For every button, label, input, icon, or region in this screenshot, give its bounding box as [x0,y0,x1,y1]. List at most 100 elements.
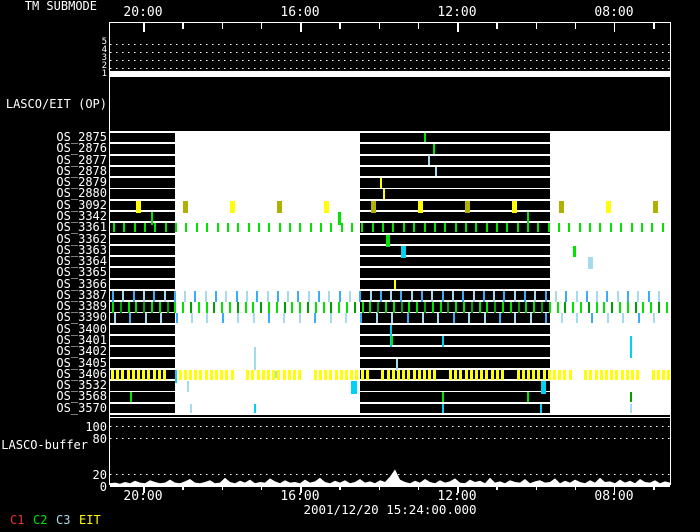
os-row-label: OS_3568 [56,389,107,404]
timestamp: 2001/12/20 15:24:00.000 [303,502,477,517]
os-tick [462,290,465,302]
os-tick [380,178,382,188]
buffer-frame-top [110,417,670,418]
os-tick [157,369,161,380]
buffer-ytick-label: 80 [92,432,107,446]
os-tick [468,313,471,324]
os-tick [609,223,612,233]
os-row-label: OS_3389 [56,299,107,314]
os-tick [637,290,640,302]
hour-tick-top [496,23,498,29]
os-tick [369,302,372,314]
panel-label-lasco-buffer: LASCO-buffer [1,438,88,452]
os-row-separator [110,413,670,415]
os-tick [661,223,664,233]
os-tick [606,313,609,324]
os-tick [637,313,640,324]
os-tick [573,245,576,257]
os-tick [642,302,645,314]
os-tick [226,223,229,233]
os-row-label: OS_2880 [56,186,107,201]
os-tick [191,313,193,324]
os-tick [160,313,163,324]
os-tick [324,369,328,380]
os-tick [599,223,602,233]
os-tick [564,302,567,314]
os-row-separator [110,401,670,404]
os-tick [417,369,421,380]
os-tick [275,302,278,314]
os-tick [229,302,231,314]
os-row-separator [110,232,670,235]
os-row-separator [110,255,670,258]
hour-tick-bottom [417,485,420,490]
os-tick [267,369,270,380]
os-tick [151,302,153,314]
os-tick [190,302,192,314]
os-tick [225,290,228,302]
os-row-separator [110,367,670,370]
os-tick [433,144,435,154]
os-tick [527,369,530,380]
os-tick [133,223,136,233]
os-tick [277,200,282,213]
hour-tick-top [143,23,145,32]
os-tick [527,392,529,402]
os-tick [631,369,634,380]
os-tick [647,290,650,302]
os-row-separator [110,153,670,156]
hour-tick-top [417,23,420,29]
os-tick [154,223,157,233]
os-tick [257,223,260,233]
os-tick [472,290,475,302]
os-tick [428,369,432,380]
os-tick [553,369,556,380]
os-tick [517,302,520,314]
tm-ytick-label: 4 [101,45,107,55]
os-tick [189,369,192,380]
lasco-eit-op-bar [110,79,670,131]
os-tick [606,290,609,302]
os-tick [254,403,256,414]
os-tick [391,313,394,324]
os-tick [610,369,614,380]
os-row-label: OS_3387 [56,287,107,302]
os-tick [166,302,169,314]
os-tick [463,302,465,314]
os-tick [400,290,403,302]
os-tick [516,369,520,380]
os-tick [560,313,563,324]
os-tick [603,302,606,314]
os-tick [127,302,130,314]
os-tick [634,302,637,314]
os-tick [287,369,291,380]
tm-submode-value-band [110,71,670,77]
os-tick [313,369,317,380]
os-tick [135,302,138,314]
os-tick [190,403,192,414]
hour-tick-bottom [457,485,459,493]
os-tick [278,223,281,233]
hour-tick-bottom [496,485,498,490]
plot-frame-right [670,22,671,485]
os-tick [630,403,632,414]
os-tick [361,302,364,314]
os-tick [244,302,247,314]
os-row-separator [110,164,670,167]
os-tick [653,200,658,213]
os-tick [442,403,444,414]
hour-tick-top [221,23,224,29]
os-tick [423,223,426,233]
os-tick [360,369,364,380]
os-tick [379,290,382,302]
os-tick [314,302,317,314]
os-tick [183,369,187,380]
os-tick [459,369,463,380]
os-tick [338,302,341,314]
os-tick [447,302,450,314]
os-tick [276,290,279,302]
os-row-label: OS_3364 [56,254,107,269]
buffer-ytick-label: 0 [99,480,107,494]
os-tick [204,369,208,380]
